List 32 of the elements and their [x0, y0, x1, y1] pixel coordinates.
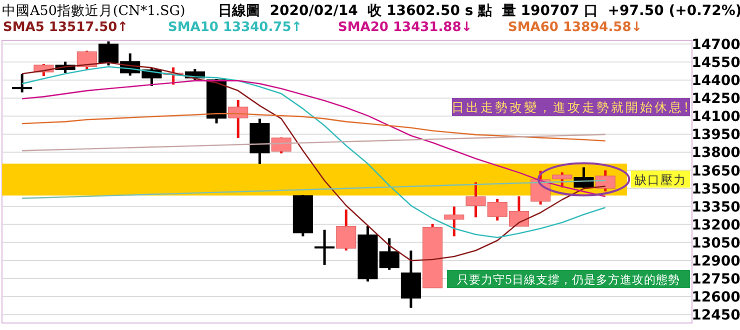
text: SMA5 13517.50↑: [3, 20, 128, 35]
y-tick-label: 12750: [692, 272, 740, 288]
y-tick-label: 14550: [692, 55, 740, 72]
y-tick-label: 13950: [692, 127, 740, 144]
y-tick-label: 13050: [692, 235, 740, 252]
text: SMA10 13340.75↑: [168, 20, 302, 35]
candlestick: [76, 49, 97, 72]
y-tick-label: 14100: [692, 109, 740, 126]
y-tick-label: 13800: [692, 145, 740, 162]
y-tick-label: 13650: [692, 163, 740, 180]
candlestick: [552, 171, 572, 189]
band-label: 缺口壓力: [634, 173, 686, 188]
y-tick-label: 14700: [692, 37, 740, 54]
candlestick: [336, 208, 356, 252]
candlestick: [12, 72, 32, 94]
text: SMA60 13894.58↓: [508, 20, 642, 35]
candlestick: [314, 228, 335, 266]
y-tick-label: 13500: [692, 181, 740, 198]
chart-title: 中國A50指數近月(CN*1.SG): [2, 3, 186, 19]
y-tick-label: 12600: [692, 290, 740, 306]
annotation: 日出走勢改變，進攻走勢就開始休息!: [452, 100, 690, 114]
annotation: 只要力守5日線支撐，仍是多方進攻的態勢: [456, 272, 680, 286]
y-tick-label: 13350: [692, 199, 740, 216]
line-series: [21, 134, 606, 152]
y-tick-label: 14400: [692, 73, 740, 90]
y-tick-label: 13200: [692, 217, 740, 234]
y-tick-label: 12450: [692, 308, 740, 324]
candlestick: [228, 98, 248, 140]
text: SMA20 13431.88↓: [338, 20, 472, 35]
y-tick-label: 14250: [692, 91, 740, 108]
candlestick: [444, 205, 464, 238]
y-tick-label: 12900: [692, 253, 740, 270]
